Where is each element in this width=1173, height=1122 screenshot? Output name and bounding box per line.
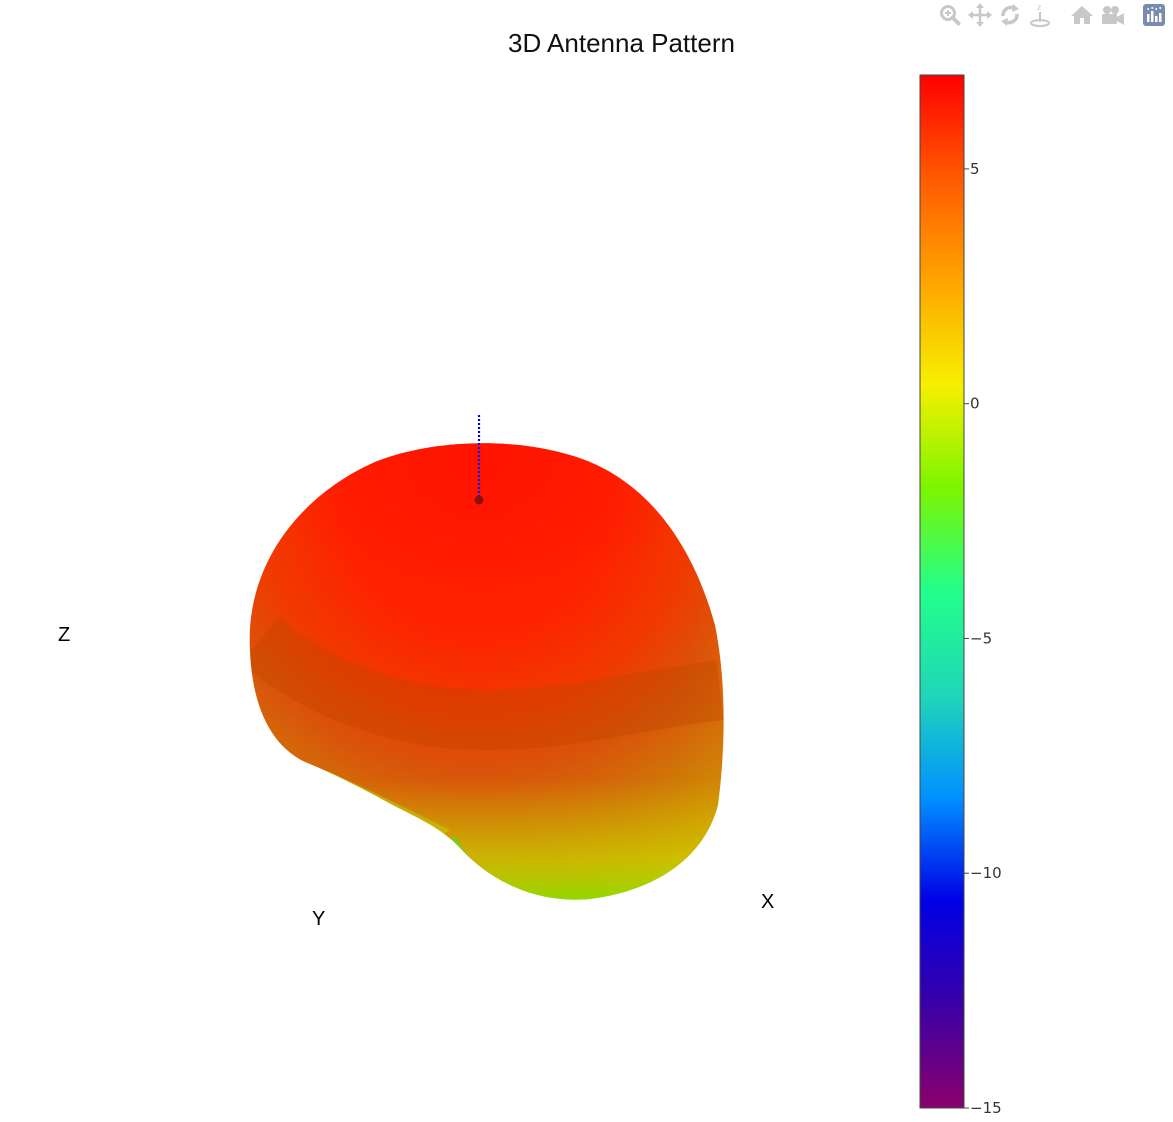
colorbar: 5 0 −5 −10 −15 xyxy=(919,74,1002,1117)
lobe-mid-band xyxy=(249,616,724,751)
zoom-icon[interactable] xyxy=(935,2,965,28)
y-axis-title: Y xyxy=(312,908,325,930)
turntable-rotation-icon[interactable]: z xyxy=(1025,2,1055,28)
pan-icon[interactable] xyxy=(965,2,995,28)
lobe-right-shade xyxy=(580,480,724,800)
modebar-group-view xyxy=(1067,2,1127,28)
camera-icon[interactable] xyxy=(1097,2,1127,28)
x-axis-title: X xyxy=(761,891,774,913)
colorbar-tick-label: 0 xyxy=(970,395,980,413)
svg-text:z: z xyxy=(1037,3,1041,12)
reset-camera-icon[interactable] xyxy=(1067,2,1097,28)
chart-title: 3D Antenna Pattern xyxy=(508,28,735,58)
colorbar-bar xyxy=(919,74,965,1109)
antenna-pattern-surface[interactable] xyxy=(240,420,820,910)
colorbar-tick-label: 5 xyxy=(970,160,980,178)
colorbar-ticks: 5 0 −5 −10 −15 xyxy=(964,160,1002,1117)
modebar-group-logo xyxy=(1139,2,1169,28)
feed-point xyxy=(474,495,484,505)
orbit-rotation-icon[interactable] xyxy=(995,2,1025,28)
lobe-bottom-fade xyxy=(249,780,724,900)
colorbar-tick-label: −10 xyxy=(970,864,1002,882)
modebar-group-3d: z xyxy=(935,2,1055,28)
modebar: z xyxy=(923,2,1169,28)
feed-marker xyxy=(474,415,484,505)
colorbar-tick-label: −15 xyxy=(970,1099,1002,1117)
plotly-logo-icon[interactable] xyxy=(1139,2,1169,28)
colorbar-tick-label: −5 xyxy=(970,629,992,647)
z-axis-title: Z xyxy=(58,624,70,646)
